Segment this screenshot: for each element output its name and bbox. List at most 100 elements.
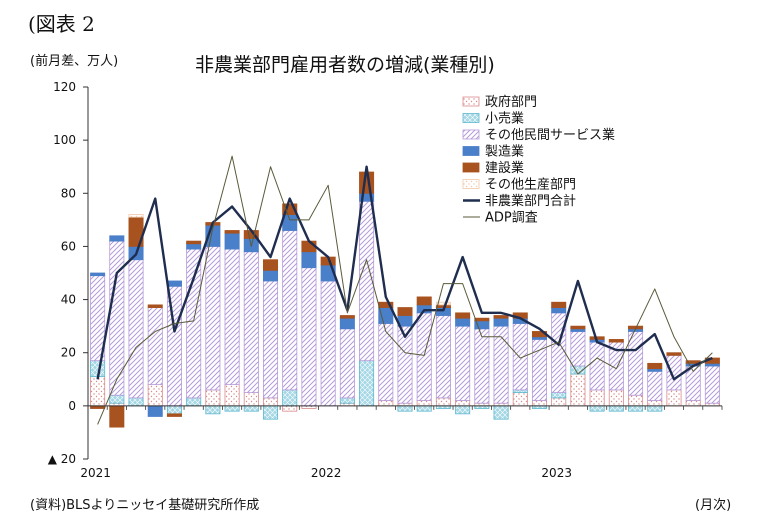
bar-segment: [493, 405, 509, 420]
bar-segment: [455, 325, 471, 401]
bar-segment: [282, 405, 298, 412]
y-tick-label: 80: [61, 186, 76, 200]
bar-segment: [128, 214, 144, 218]
legend-label: 小売業: [485, 111, 524, 127]
bar-segment: [128, 397, 144, 407]
bar-segment: [531, 400, 548, 407]
source-note: (資料)BLSよりニッセイ基礎研究所作成: [30, 498, 260, 513]
bar-segment: [628, 331, 644, 396]
bar-segment: [282, 389, 298, 407]
bar-segment: [570, 325, 586, 330]
bar-segment: [224, 405, 240, 412]
bar-segment: [109, 235, 125, 242]
legend-swatch: [462, 146, 480, 156]
lines-layer: [96, 155, 713, 425]
bar-segment: [589, 389, 605, 407]
bar-segment: [359, 360, 375, 407]
bar-segment: [339, 328, 355, 399]
bar-segment: [416, 405, 432, 412]
bar-segment: [628, 405, 644, 412]
legend-label: その他民間サービス業: [485, 127, 615, 143]
legend-swatch: [462, 96, 480, 107]
bar-segment: [551, 307, 567, 314]
x-tick-label: 2021: [80, 466, 111, 480]
bar-segment: [301, 251, 317, 269]
bar-segment: [224, 248, 240, 385]
bar-segment: [570, 373, 586, 407]
bar-segment: [224, 230, 240, 234]
bar-segment: [512, 392, 528, 407]
bar-segment: [416, 312, 432, 401]
bar-segment: [397, 307, 413, 316]
legend-swatch: [462, 162, 480, 173]
legend-swatch: [462, 179, 480, 189]
bar-segment: [109, 405, 125, 428]
bar-segment: [493, 317, 509, 327]
y-unit-label: (前月差、万人): [30, 54, 119, 69]
bar-segment: [320, 280, 336, 407]
bar-segment: [531, 339, 548, 401]
y-tick-label: 120: [53, 80, 76, 94]
bar-segment: [435, 315, 451, 399]
legend-label: 非農業部門合計: [485, 193, 576, 209]
legend-label: ADP調査: [485, 211, 538, 226]
bar-segment: [647, 368, 663, 372]
bar-segment: [166, 413, 182, 417]
bar-segment: [109, 240, 125, 396]
x-tick-label: 2023: [541, 466, 572, 480]
bar-segment: [90, 272, 106, 277]
adp-line: [97, 155, 713, 425]
bar-segment: [589, 405, 605, 412]
bar-segment: [109, 394, 125, 404]
bar-segment: [90, 376, 106, 407]
y-tick-label: 100: [53, 133, 76, 147]
bar-segment: [128, 259, 144, 399]
bar-segment: [608, 405, 624, 412]
bar-segment: [339, 315, 355, 319]
bar-segment: [435, 301, 451, 306]
bar-segment: [474, 328, 490, 404]
bar-segment: [224, 232, 240, 250]
bar-segment: [205, 389, 221, 407]
bar-segment: [551, 301, 567, 308]
y-tick-label: 0: [68, 399, 76, 413]
bar-segment: [186, 240, 202, 245]
bar-segment: [512, 323, 528, 391]
bar-segment: [628, 394, 644, 407]
bar-segment: [435, 397, 451, 407]
bar-segment: [493, 315, 509, 319]
x-tick-label: 2022: [311, 466, 342, 480]
bar-segment: [416, 400, 432, 407]
bar-segment: [263, 397, 279, 407]
figure-label: (図表 2: [28, 12, 95, 36]
y-tick-label: ▲ 20: [48, 452, 76, 466]
bar-segment: [551, 397, 567, 407]
bar-segment: [455, 317, 471, 327]
bar-segment: [455, 405, 471, 415]
bar-segment: [263, 259, 279, 271]
bar-segment: [378, 400, 394, 407]
bar-segment: [570, 331, 586, 367]
bar-segment: [339, 317, 355, 330]
legend-swatch: [462, 129, 480, 140]
bar-segment: [263, 405, 279, 420]
bar-segment: [455, 312, 471, 319]
bar-segment: [243, 405, 259, 412]
bar-segment: [666, 389, 682, 407]
bar-segment: [647, 400, 663, 407]
bar-segment: [166, 280, 182, 287]
bar-segment: [186, 243, 202, 250]
bar-segment: [397, 405, 413, 412]
bar-segment: [359, 200, 375, 362]
legend-label: その他生産部門: [485, 177, 576, 193]
bar-segment: [416, 296, 432, 306]
chart-title: 非農業部門雇用者数の増減(業種別): [195, 54, 495, 76]
bar-segment: [147, 384, 163, 407]
legend-label: 政府部門: [485, 95, 537, 110]
y-tick-label: 20: [61, 346, 76, 360]
bar-segment: [455, 400, 471, 407]
axes-layer: ▲ 20 0 20 40 60 80 100 120 2021 2022 2023: [48, 80, 723, 480]
bar-segment: [647, 362, 663, 370]
legend-label: 建設業: [485, 160, 524, 176]
